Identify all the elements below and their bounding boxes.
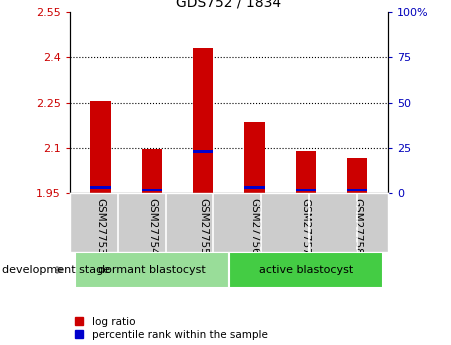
Text: GSM27755: GSM27755 [198, 198, 208, 255]
Text: dormant blastocyst: dormant blastocyst [98, 265, 206, 275]
Bar [90, 186, 111, 189]
Bar [347, 158, 368, 193]
FancyBboxPatch shape [229, 252, 383, 288]
FancyBboxPatch shape [75, 252, 229, 288]
Bar [193, 150, 213, 153]
Text: GSM27753: GSM27753 [96, 198, 106, 255]
Text: GSM27758: GSM27758 [352, 198, 362, 255]
Bar [347, 189, 368, 191]
Title: GDS752 / 1834: GDS752 / 1834 [176, 0, 281, 10]
Bar [244, 186, 265, 189]
Bar [295, 151, 316, 193]
Text: development stage: development stage [2, 265, 110, 275]
Text: GSM27757: GSM27757 [301, 198, 311, 255]
Text: GSM27756: GSM27756 [249, 198, 259, 255]
Text: active blastocyst: active blastocyst [259, 265, 353, 275]
Bar [90, 101, 111, 193]
Bar [193, 48, 213, 193]
Bar [142, 149, 162, 193]
Text: GSM27754: GSM27754 [147, 198, 157, 255]
Legend: log ratio, percentile rank within the sample: log ratio, percentile rank within the sa… [75, 317, 267, 340]
Bar [244, 122, 265, 193]
Bar [142, 189, 162, 191]
Bar [295, 189, 316, 191]
